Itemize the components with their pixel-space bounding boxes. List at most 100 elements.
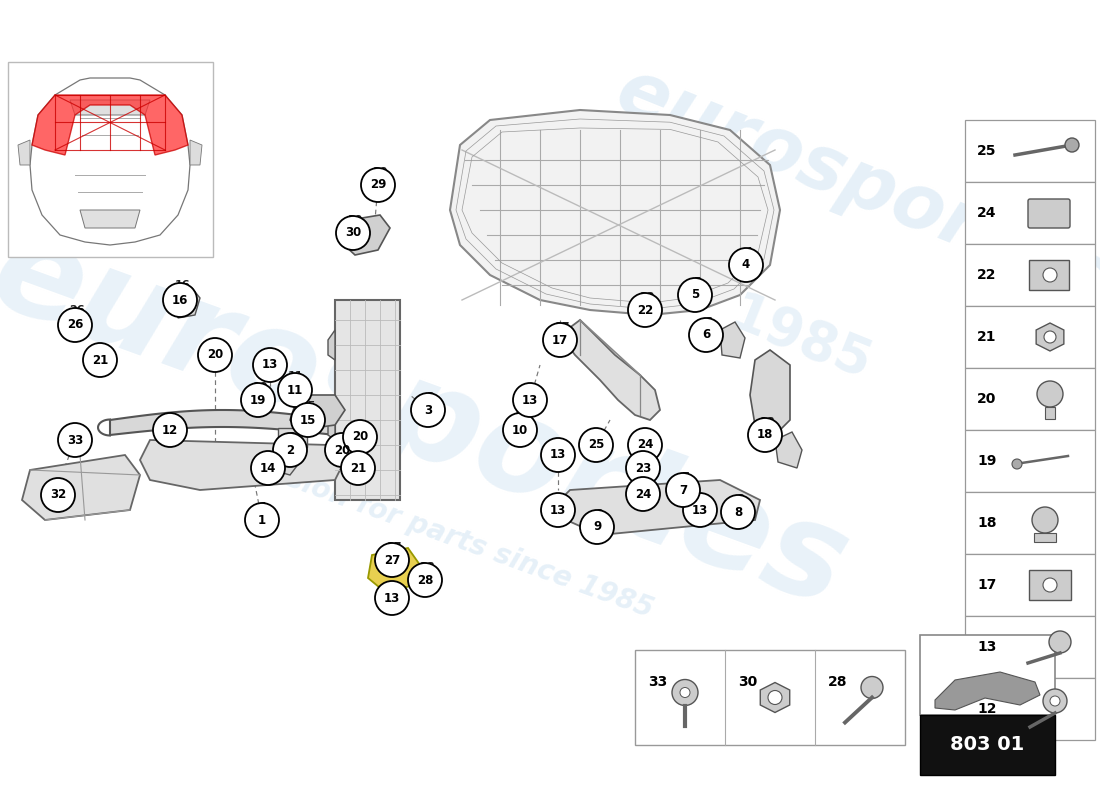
Circle shape [666, 473, 700, 507]
Text: 29: 29 [370, 178, 386, 191]
Text: 27: 27 [384, 554, 400, 566]
Circle shape [729, 248, 763, 282]
Text: 4: 4 [744, 247, 752, 257]
Text: 6: 6 [702, 329, 711, 342]
Text: 17: 17 [552, 334, 568, 346]
Circle shape [678, 278, 712, 312]
FancyBboxPatch shape [920, 635, 1055, 715]
Circle shape [1032, 507, 1058, 533]
FancyBboxPatch shape [1028, 570, 1071, 600]
Text: 16: 16 [172, 294, 188, 306]
Text: 7: 7 [681, 472, 689, 482]
Circle shape [153, 413, 187, 447]
FancyBboxPatch shape [277, 427, 307, 446]
Polygon shape [30, 78, 190, 245]
Text: 19: 19 [977, 454, 997, 468]
Text: 10: 10 [512, 423, 528, 437]
Text: 10: 10 [515, 412, 530, 422]
Text: 5: 5 [693, 277, 701, 287]
Circle shape [580, 510, 614, 544]
Text: 21: 21 [92, 354, 108, 366]
Text: 8: 8 [734, 506, 742, 518]
Text: eurosportes: eurosportes [0, 206, 865, 634]
Circle shape [343, 420, 377, 454]
Circle shape [628, 293, 662, 327]
Circle shape [1043, 268, 1057, 282]
Text: 11: 11 [287, 383, 304, 397]
Text: 23: 23 [637, 450, 652, 460]
Text: 33: 33 [648, 675, 668, 690]
FancyBboxPatch shape [920, 715, 1055, 775]
Text: 20: 20 [977, 392, 997, 406]
Circle shape [543, 323, 578, 357]
Text: 24: 24 [637, 438, 653, 451]
Text: 29: 29 [372, 167, 388, 177]
Text: 32: 32 [50, 489, 66, 502]
Circle shape [626, 451, 660, 485]
Text: 28: 28 [417, 574, 433, 586]
Circle shape [1044, 331, 1056, 343]
FancyBboxPatch shape [1034, 533, 1056, 542]
Text: 16: 16 [174, 280, 190, 290]
Text: 28: 28 [828, 675, 848, 690]
Polygon shape [175, 288, 200, 318]
Circle shape [278, 373, 312, 407]
Circle shape [82, 343, 117, 377]
Circle shape [513, 383, 547, 417]
FancyBboxPatch shape [965, 244, 1094, 306]
Circle shape [689, 318, 723, 352]
Polygon shape [342, 215, 390, 255]
Text: 21: 21 [977, 330, 997, 344]
Text: eurosportes: eurosportes [605, 54, 1100, 317]
Text: 19: 19 [252, 382, 267, 392]
Text: 13: 13 [521, 394, 538, 406]
Circle shape [245, 503, 279, 537]
Polygon shape [368, 548, 420, 592]
Circle shape [680, 687, 690, 698]
FancyBboxPatch shape [965, 678, 1094, 740]
FancyBboxPatch shape [336, 300, 400, 500]
Polygon shape [190, 140, 202, 165]
Text: 28: 28 [419, 562, 435, 572]
Circle shape [1043, 578, 1057, 592]
FancyBboxPatch shape [1028, 260, 1069, 290]
Circle shape [375, 581, 409, 615]
Polygon shape [935, 672, 1040, 710]
Text: 24: 24 [635, 487, 651, 501]
Text: 13: 13 [550, 449, 566, 462]
Polygon shape [18, 140, 30, 165]
FancyBboxPatch shape [965, 120, 1094, 182]
Text: a passion for parts since 1985: a passion for parts since 1985 [204, 436, 657, 624]
Text: 27: 27 [386, 542, 402, 552]
Polygon shape [32, 95, 188, 155]
Text: 18: 18 [757, 429, 773, 442]
Text: 13: 13 [692, 503, 708, 517]
Polygon shape [450, 110, 780, 315]
Circle shape [58, 423, 92, 457]
FancyBboxPatch shape [965, 430, 1094, 492]
Text: 15: 15 [300, 401, 316, 411]
Circle shape [411, 393, 446, 427]
Text: 2: 2 [288, 432, 296, 442]
Text: 26: 26 [69, 305, 85, 315]
Text: 12: 12 [162, 423, 178, 437]
Text: 23: 23 [635, 462, 651, 474]
Text: 33: 33 [67, 434, 84, 446]
Text: 1: 1 [260, 502, 268, 512]
FancyBboxPatch shape [635, 650, 905, 745]
Polygon shape [22, 455, 140, 520]
Circle shape [251, 451, 285, 485]
Circle shape [58, 308, 92, 342]
Polygon shape [272, 450, 300, 475]
Circle shape [1065, 138, 1079, 152]
Text: 25: 25 [977, 144, 997, 158]
Text: 22: 22 [637, 303, 653, 317]
Polygon shape [750, 350, 790, 435]
Text: 21: 21 [350, 462, 366, 474]
Circle shape [683, 493, 717, 527]
Text: 20: 20 [207, 349, 223, 362]
Text: 1985: 1985 [723, 288, 878, 392]
Circle shape [1037, 381, 1063, 407]
Circle shape [503, 413, 537, 447]
Text: 9: 9 [595, 509, 603, 519]
